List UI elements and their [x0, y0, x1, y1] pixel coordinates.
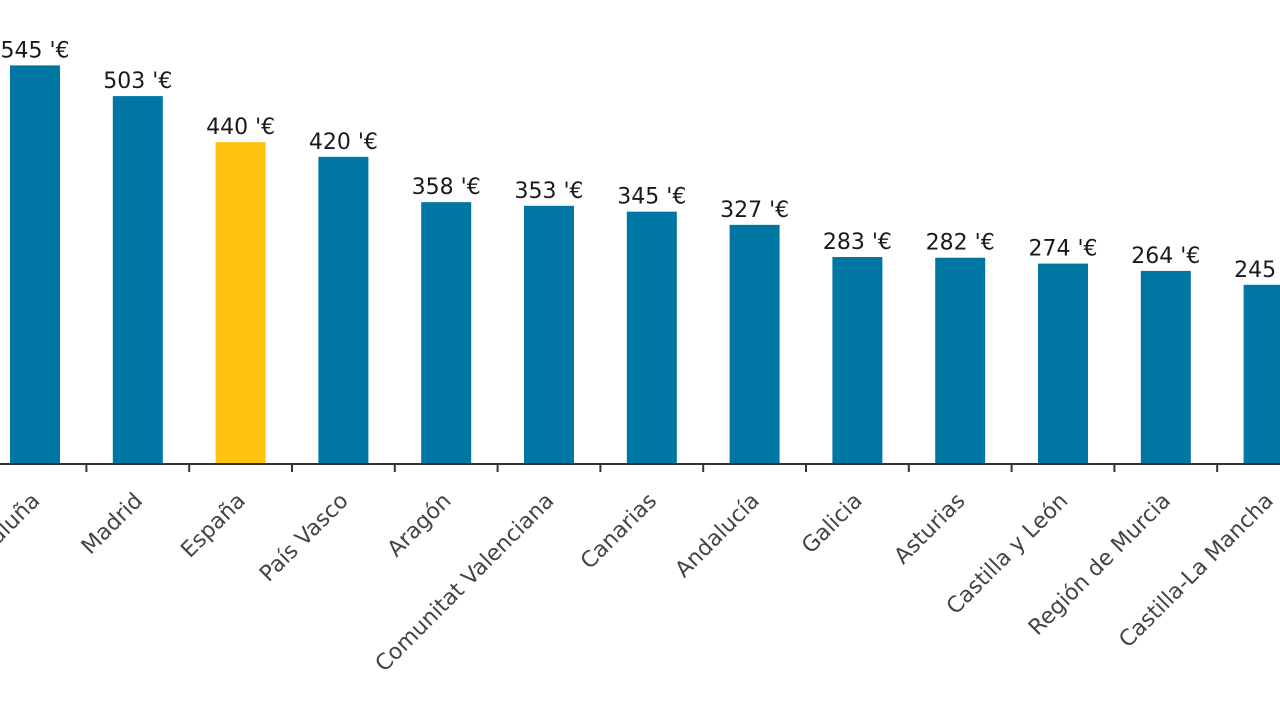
data-label: 353 '€ [514, 179, 583, 204]
category-label: Comunitat Valenciana [371, 489, 559, 677]
bars-group [10, 65, 1280, 465]
bar [318, 156, 369, 464]
category-label: Andalucía [671, 489, 765, 583]
category-label: Canarias [576, 489, 662, 575]
data-label: 545 '€ [0, 38, 69, 63]
category-label: Madrid [77, 489, 148, 560]
bar [1243, 284, 1280, 464]
category-label: Aragón [383, 489, 457, 563]
data-label: 327 '€ [720, 198, 789, 223]
data-label: 264 '€ [1131, 244, 1200, 269]
bar [626, 211, 677, 464]
bar [832, 257, 883, 464]
bar [1140, 270, 1191, 464]
bar [729, 224, 780, 464]
data-label: 282 '€ [926, 231, 995, 256]
bar [215, 142, 266, 464]
data-label: 345 '€ [617, 185, 686, 210]
category-label: Asturias [890, 489, 971, 570]
value-labels-group: 545 '€ 503 '€ 440 '€ 420 '€ 358 '€ 353 '€ 345 … [0, 38, 1280, 282]
data-label: 245 '€ [1234, 258, 1280, 283]
x-axis-ticks [85, 464, 1219, 472]
bar [935, 257, 986, 464]
bar [524, 205, 574, 464]
category-labels-group: Cataluña Madrid España País Vasco AragónComu… [0, 489, 1279, 677]
category-label: Cataluña [0, 489, 45, 576]
bar [1038, 263, 1088, 464]
category-label: País Vasco [255, 489, 353, 587]
data-label: 274 '€ [1028, 237, 1097, 262]
bar [421, 202, 472, 464]
data-label: 503 '€ [103, 69, 172, 94]
category-label: España [176, 489, 250, 563]
data-label: 420 '€ [309, 130, 378, 155]
data-label: 283 '€ [823, 230, 892, 255]
category-label: Galicia [797, 489, 867, 559]
data-label: 358 '€ [412, 175, 481, 200]
bar [10, 65, 60, 465]
data-label: 440 '€ [206, 115, 275, 140]
bar [112, 96, 163, 464]
